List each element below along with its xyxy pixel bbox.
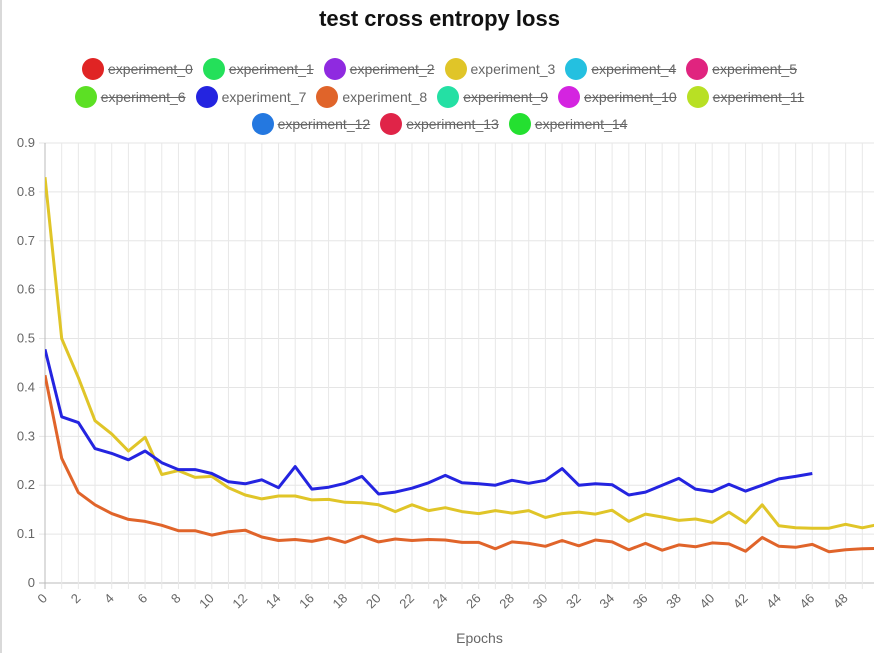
- legend-swatch: [558, 86, 581, 108]
- legend-item-experiment-13[interactable]: experiment_13: [380, 113, 499, 135]
- x-tick-label: 26: [463, 591, 484, 612]
- x-tick-label: 34: [596, 591, 617, 612]
- y-tick-label: 0.3: [17, 428, 35, 443]
- legend-item-experiment-8[interactable]: experiment_8: [316, 86, 427, 108]
- x-tick-label: 12: [229, 591, 250, 612]
- legend-label: experiment_7: [221, 89, 307, 105]
- x-tick-label: 28: [496, 591, 517, 612]
- x-tick-label: 10: [196, 591, 217, 612]
- legend-item-experiment-14[interactable]: experiment_14: [508, 113, 628, 135]
- legend-row: experiment_0 experiment_1 experiment_2 expe…: [0, 58, 879, 80]
- legend-swatch: [686, 58, 709, 80]
- legend-swatch: [202, 58, 225, 80]
- x-tick-label: 18: [330, 591, 351, 612]
- x-tick-label: 6: [134, 591, 150, 607]
- legend-swatch: [380, 113, 403, 135]
- legend-label: experiment_0: [108, 61, 193, 77]
- x-tick-label: 0: [34, 591, 50, 607]
- x-tick-label: 8: [168, 591, 184, 607]
- x-tick-label: 4: [101, 591, 117, 607]
- legend-label: experiment_2: [349, 61, 435, 77]
- legend-swatch: [508, 113, 531, 135]
- legend-item-experiment-0[interactable]: experiment_0: [82, 58, 193, 80]
- legend-swatch: [686, 86, 709, 108]
- legend-label: experiment_1: [228, 61, 314, 77]
- legend-swatch: [323, 58, 346, 80]
- x-tick-label: 44: [763, 591, 784, 612]
- legend-item-experiment-6[interactable]: experiment_6: [74, 86, 186, 108]
- x-tick-label: 32: [563, 591, 584, 612]
- x-tick-label: 46: [797, 591, 818, 612]
- legend-swatch: [565, 58, 588, 80]
- y-tick-label: 0.2: [17, 477, 35, 492]
- y-tick-label: 0.6: [17, 282, 35, 297]
- legend-label: experiment_11: [712, 89, 805, 105]
- legend-swatch: [437, 86, 460, 108]
- x-tick-label: 36: [630, 591, 651, 612]
- legend-item-experiment-7[interactable]: experiment_7: [195, 86, 307, 108]
- series-line-experiment-7: [45, 348, 813, 497]
- y-tick-label: 0.9: [17, 135, 35, 150]
- x-tick-label: 16: [296, 591, 317, 612]
- legend-label: experiment_9: [463, 89, 549, 105]
- y-tick-label: 0.7: [17, 233, 35, 248]
- legend-item-experiment-5[interactable]: experiment_5: [686, 58, 797, 80]
- legend-item-experiment-10[interactable]: experiment_10: [558, 86, 677, 108]
- legend-label: experiment_5: [712, 61, 797, 77]
- legend-label: experiment_8: [342, 89, 428, 105]
- legend-label: experiment_3: [470, 61, 556, 77]
- legend-swatch: [74, 86, 97, 108]
- legend-item-experiment-3[interactable]: experiment_3: [444, 58, 556, 80]
- x-tick-label: 24: [430, 591, 451, 612]
- x-tick-label: 14: [263, 591, 284, 612]
- x-tick-label: 2: [68, 591, 84, 607]
- x-tick-label: 30: [530, 591, 551, 612]
- chart-title: test cross entropy loss: [319, 6, 560, 31]
- series-line-experiment-8: [45, 374, 874, 554]
- legend-row: experiment_12 experiment_13 experiment_14: [0, 113, 879, 135]
- y-tick-label: 0: [28, 575, 35, 590]
- legend-item-experiment-1[interactable]: experiment_1: [202, 58, 314, 80]
- x-axis-title: Epochs: [456, 630, 503, 646]
- y-tick-label: 0.8: [17, 184, 35, 199]
- x-tick-label: 38: [663, 591, 684, 612]
- legend-item-experiment-9[interactable]: experiment_9: [437, 86, 548, 108]
- legend-swatch: [316, 86, 339, 108]
- legend-swatch: [251, 113, 274, 135]
- legend-label: experiment_4: [591, 61, 677, 77]
- y-tick-label: 0.1: [17, 526, 35, 541]
- x-tick-label: 22: [396, 591, 417, 612]
- legend-row: experiment_6 experiment_7 experiment_8 expe…: [0, 86, 879, 108]
- legend-item-experiment-4[interactable]: experiment_4: [565, 58, 676, 80]
- legend-label: experiment_6: [100, 89, 186, 105]
- x-tick-label: 40: [696, 591, 717, 612]
- legend-swatch: [195, 86, 218, 108]
- legend-swatch: [444, 58, 467, 80]
- x-tick-label: 42: [730, 591, 751, 612]
- y-tick-label: 0.5: [17, 331, 35, 346]
- legend-label: experiment_10: [584, 89, 677, 105]
- legend-label: experiment_13: [406, 116, 499, 132]
- legend-item-experiment-2[interactable]: experiment_2: [323, 58, 435, 80]
- y-tick-label: 0.4: [17, 379, 35, 394]
- legend-item-experiment-11[interactable]: experiment_11: [686, 86, 805, 108]
- legend-item-experiment-12[interactable]: experiment_12: [251, 113, 371, 135]
- x-tick-label: 48: [830, 591, 851, 612]
- legend-swatch: [82, 58, 105, 80]
- x-tick-label: 20: [363, 591, 384, 612]
- legend-label: experiment_14: [534, 116, 628, 132]
- legend-label: experiment_12: [277, 116, 371, 132]
- series-line-experiment-3: [45, 177, 874, 530]
